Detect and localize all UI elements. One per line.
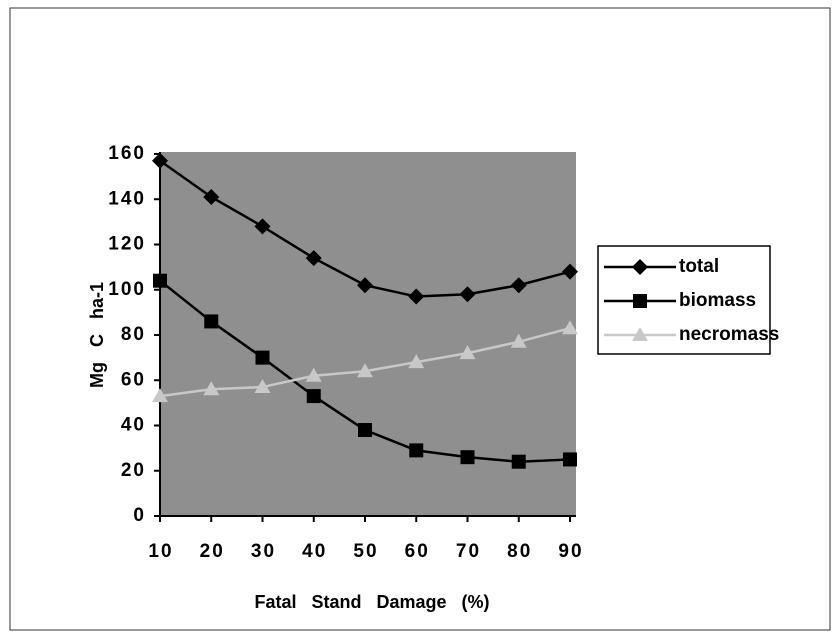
marker xyxy=(152,388,168,403)
marker xyxy=(632,259,648,275)
x-axis-label: Fatal Stand Damage (%) xyxy=(254,592,489,612)
legend-label: biomass xyxy=(679,290,756,311)
y-tick-label: 140 xyxy=(108,188,146,209)
marker xyxy=(510,277,527,294)
marker xyxy=(562,263,578,280)
marker xyxy=(255,350,270,365)
y-tick-label: 60 xyxy=(121,369,146,390)
marker xyxy=(408,288,425,305)
marker xyxy=(632,327,648,341)
marker xyxy=(459,345,476,360)
marker xyxy=(357,363,373,378)
x-tick-label: 10 xyxy=(148,541,173,562)
marker xyxy=(409,443,424,458)
y-tick-label: 0 xyxy=(133,505,146,526)
x-tick-label: 30 xyxy=(251,541,276,562)
marker xyxy=(358,423,372,438)
marker xyxy=(562,320,578,335)
x-tick-label: 20 xyxy=(200,541,225,562)
marker xyxy=(357,277,373,294)
marker xyxy=(305,367,322,382)
marker xyxy=(510,333,527,348)
x-tick-label: 70 xyxy=(456,541,481,562)
y-tick-label: 160 xyxy=(108,143,146,164)
y-axis-label: Mg C ha-1 xyxy=(87,282,107,388)
marker xyxy=(460,450,475,465)
marker xyxy=(459,286,476,303)
y-tick-label: 40 xyxy=(121,415,146,436)
x-tick-label: 40 xyxy=(302,541,327,562)
marker xyxy=(511,454,526,469)
legend-label: total xyxy=(679,256,719,277)
y-tick-label: 20 xyxy=(121,460,146,481)
marker xyxy=(633,294,647,308)
marker xyxy=(254,379,271,394)
y-tick-label: 120 xyxy=(108,234,146,255)
marker xyxy=(203,188,220,205)
x-tick-label: 50 xyxy=(353,541,378,562)
marker xyxy=(204,314,219,329)
marker xyxy=(408,354,425,369)
marker xyxy=(305,250,322,267)
y-tick-label: 100 xyxy=(108,279,146,300)
marker xyxy=(203,381,220,396)
marker xyxy=(563,452,577,467)
x-tick-label: 80 xyxy=(507,541,532,562)
marker xyxy=(254,218,271,235)
marker xyxy=(306,389,321,404)
x-tick-label: 60 xyxy=(405,541,430,562)
marker xyxy=(152,152,168,169)
legend-label: necromass xyxy=(679,324,779,345)
y-tick-label: 80 xyxy=(121,324,146,345)
marker xyxy=(153,273,167,288)
x-tick-label: 90 xyxy=(558,541,583,562)
